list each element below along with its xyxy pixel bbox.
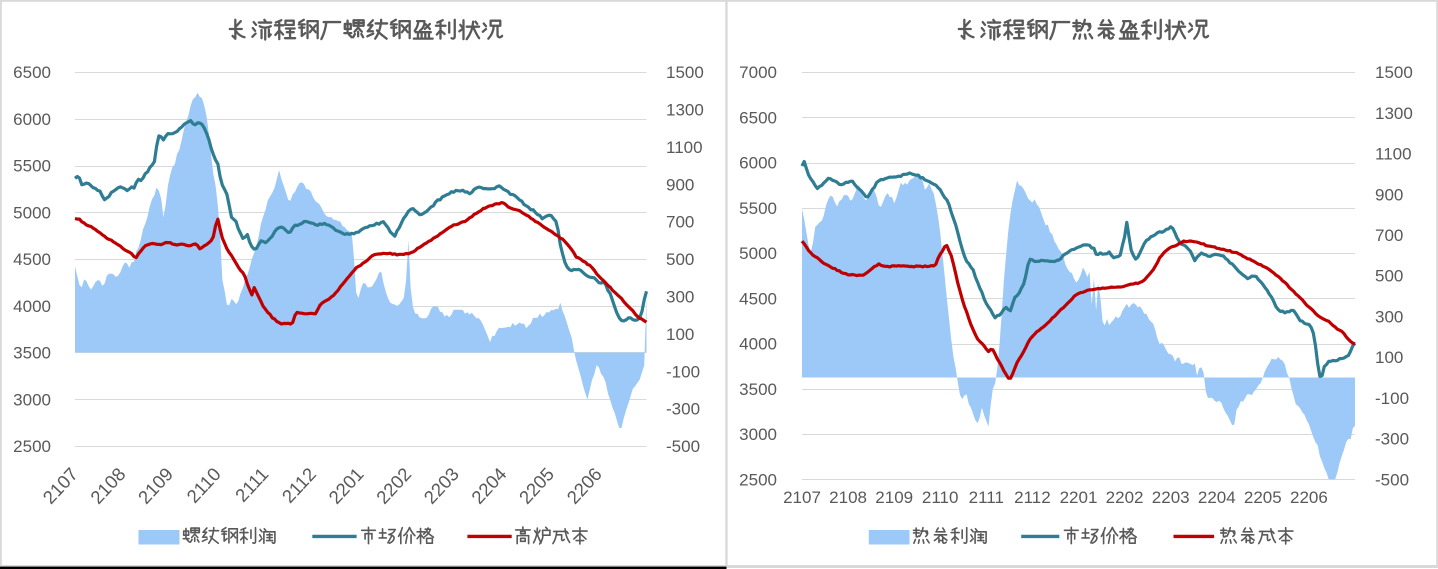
svg-text:2500: 2500	[739, 470, 777, 489]
svg-text:700: 700	[1375, 226, 1403, 245]
svg-text:900: 900	[666, 175, 694, 194]
svg-text:300: 300	[1375, 308, 1403, 327]
svg-text:2201: 2201	[1060, 488, 1098, 507]
svg-text:2107: 2107	[783, 488, 821, 507]
svg-text:300: 300	[666, 288, 694, 307]
svg-text:-500: -500	[666, 437, 700, 456]
svg-text:2500: 2500	[13, 437, 51, 456]
svg-text:1300: 1300	[1375, 104, 1413, 123]
svg-text:2205: 2205	[1244, 488, 1282, 507]
svg-text:7000: 7000	[739, 63, 777, 82]
svg-text:3000: 3000	[13, 390, 51, 409]
svg-text:2108: 2108	[829, 488, 867, 507]
svg-text:-100: -100	[1375, 389, 1409, 408]
svg-text:2202: 2202	[1106, 488, 1144, 507]
svg-text:3000: 3000	[739, 425, 777, 444]
svg-text:6000: 6000	[739, 154, 777, 173]
svg-text:1300: 1300	[666, 101, 704, 120]
svg-text:1500: 1500	[1375, 63, 1413, 82]
svg-text:700: 700	[666, 213, 694, 232]
svg-text:-300: -300	[1375, 430, 1409, 449]
svg-text:2109: 2109	[875, 488, 913, 507]
svg-text:2206: 2206	[1290, 488, 1328, 507]
svg-text:100: 100	[666, 325, 694, 344]
svg-text:4500: 4500	[739, 289, 777, 308]
svg-text:900: 900	[1375, 185, 1403, 204]
svg-text:4000: 4000	[13, 297, 51, 316]
svg-text:3500: 3500	[13, 344, 51, 363]
svg-text:2112: 2112	[1014, 488, 1051, 507]
svg-text:1100: 1100	[1375, 145, 1412, 164]
svg-text:6500: 6500	[13, 63, 51, 82]
svg-text:-300: -300	[666, 400, 700, 419]
svg-text:2110: 2110	[922, 488, 959, 507]
svg-text:4500: 4500	[13, 250, 51, 269]
svg-text:1500: 1500	[666, 63, 704, 82]
svg-text:1100: 1100	[666, 138, 703, 157]
svg-text:5500: 5500	[739, 199, 777, 218]
svg-text:2111: 2111	[969, 488, 1004, 507]
svg-text:4000: 4000	[739, 335, 777, 354]
svg-text:-100: -100	[666, 362, 700, 381]
svg-text:500: 500	[1375, 267, 1403, 286]
svg-text:-500: -500	[1375, 470, 1409, 489]
svg-text:100: 100	[1375, 348, 1403, 367]
svg-text:5500: 5500	[13, 157, 51, 176]
svg-text:2204: 2204	[1198, 488, 1236, 507]
svg-text:5000: 5000	[13, 203, 51, 222]
svg-text:6500: 6500	[739, 108, 777, 127]
svg-text:2203: 2203	[1152, 488, 1190, 507]
svg-text:500: 500	[666, 250, 694, 269]
svg-text:5000: 5000	[739, 244, 777, 263]
svg-text:3500: 3500	[739, 380, 777, 399]
svg-text:6000: 6000	[13, 110, 51, 129]
